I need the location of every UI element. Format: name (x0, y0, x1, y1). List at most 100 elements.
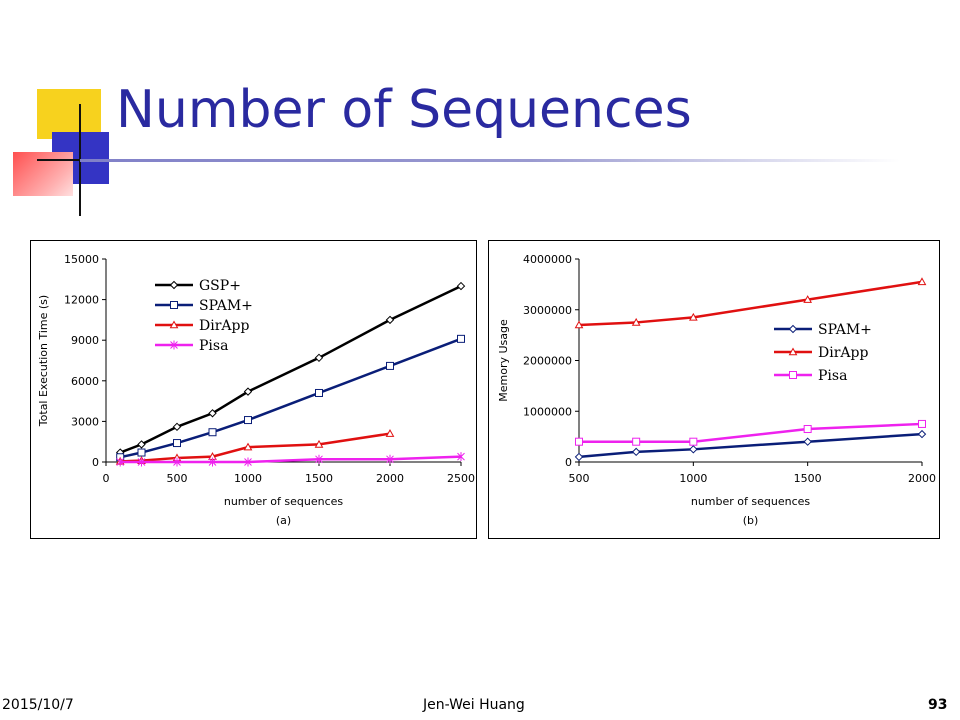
series-line-spam (578, 432, 923, 459)
y-tick-label: 3000000 (523, 304, 572, 317)
x-tick-label: 2500 (447, 472, 475, 485)
legend-label-dirapp: DirApp (818, 345, 868, 361)
x-tick-label: 2000 (376, 472, 404, 485)
series-pisa (116, 452, 465, 467)
legend: SPAM+ DirApp Pisa (774, 322, 872, 384)
x-tick-label: 500 (167, 472, 188, 485)
y-tick-label: 9000 (71, 334, 99, 347)
x-tick-label: 2000 (908, 472, 936, 485)
data-point-pisa (137, 457, 146, 467)
data-point-pisa (689, 437, 698, 446)
data-point-pisa (173, 457, 181, 467)
data-point-dirapp (631, 317, 641, 326)
data-point-spam (315, 388, 323, 397)
legend-marker-gsp (169, 280, 179, 290)
x-tick-label: 1500 (305, 472, 333, 485)
y-tick-label: 4000000 (523, 253, 572, 266)
slide-title: Number of Sequences (116, 80, 692, 140)
footer-author: Jen-Wei Huang (423, 697, 525, 713)
legend-label-spam: SPAM+ (818, 322, 872, 338)
data-point-gsp (137, 440, 146, 449)
x-axis-label: number of sequences (691, 495, 811, 508)
data-point-dirapp (688, 312, 698, 321)
footer-date: 2015/10/7 (2, 697, 74, 713)
data-point-spam (631, 447, 641, 457)
data-point-spam (137, 448, 146, 457)
series-gsp (115, 281, 466, 457)
data-point-spam (386, 361, 394, 370)
x-tick-label: 1000 (234, 472, 262, 485)
legend: GSP+ SPAM+ DirApp Pisa (155, 278, 253, 354)
data-point-gsp (456, 281, 466, 291)
data-point-dirapp (314, 439, 324, 448)
series-spam (574, 429, 927, 462)
data-point-spam (574, 452, 584, 462)
data-point-spam (803, 437, 812, 446)
chart-panel-a: 0 3000 6000 9000 12000 15000 0 500 1000 1500 2000 2… (30, 240, 477, 539)
series-line-gsp (119, 284, 462, 454)
legend-marker-dirapp (788, 347, 798, 356)
legend-marker-spam (170, 301, 178, 309)
legend-marker-pisa (170, 340, 178, 350)
memory-usage-chart: 0 1000000 2000000 3000000 4000000 500 1000 1500… (497, 253, 936, 527)
data-point-pisa (386, 454, 394, 464)
data-point-pisa (803, 425, 812, 434)
data-point-gsp (172, 422, 182, 432)
decor-horizontal-line (37, 159, 87, 161)
y-tick-label: 1000000 (523, 405, 572, 418)
x-tick-label: 500 (569, 472, 590, 485)
data-point-spam (689, 445, 698, 454)
data-point-dirapp (243, 442, 253, 451)
y-axis-label: Total Execution Time (s) (37, 295, 50, 427)
data-point-gsp (385, 315, 395, 325)
y-axis-label: Memory Usage (497, 319, 510, 402)
execution-time-chart: 0 3000 6000 9000 12000 15000 0 500 1000 1500 2000 2… (37, 253, 475, 527)
data-point-spam (244, 416, 252, 425)
data-point-pisa (315, 454, 323, 464)
x-tick-label: 1000 (679, 472, 707, 485)
series-line-spam (119, 337, 462, 459)
x-tick-label: 0 (103, 472, 110, 485)
data-point-pisa (632, 437, 641, 446)
legend-label-dirapp: DirApp (199, 318, 249, 334)
data-point-gsp (243, 387, 253, 396)
data-point-spam (208, 428, 217, 437)
series-spam (116, 334, 465, 462)
data-point-spam (457, 334, 465, 343)
legend-label-pisa: Pisa (818, 368, 847, 384)
legend-marker-spam (788, 324, 798, 334)
data-point-gsp (314, 353, 324, 363)
y-tick-label: 12000 (64, 294, 99, 307)
y-tick-label: 15000 (64, 253, 99, 266)
y-tick-label: 3000 (71, 415, 99, 428)
data-point-pisa (918, 419, 926, 428)
data-point-spam (173, 439, 181, 448)
data-point-pisa (457, 452, 465, 462)
legend-marker-pisa (789, 371, 797, 379)
chart-caption: (a) (276, 514, 291, 527)
series-line-pisa (120, 455, 462, 464)
data-point-pisa (208, 457, 217, 467)
data-point-dirapp (917, 277, 927, 286)
legend-label-pisa: Pisa (199, 338, 228, 354)
data-point-dirapp (574, 320, 584, 329)
data-point-pisa (116, 457, 125, 467)
data-point-dirapp (385, 429, 395, 437)
series-line-pisa (579, 422, 923, 443)
title-underline (80, 159, 900, 162)
chart-caption: (b) (743, 514, 759, 527)
series-pisa (575, 419, 926, 446)
x-axis-label: number of sequences (224, 495, 344, 508)
footer-page-number: 93 (928, 697, 948, 713)
legend-label-spam: SPAM+ (199, 298, 253, 314)
legend-label-gsp: GSP+ (199, 278, 241, 294)
y-tick-label: 2000000 (523, 355, 572, 368)
y-tick-label: 6000 (71, 375, 99, 388)
data-point-spam (917, 429, 927, 439)
series-line-dirapp (578, 280, 923, 327)
x-tick-label: 1500 (794, 472, 822, 485)
data-point-pisa (244, 457, 252, 467)
decor-yellow-block (37, 89, 101, 139)
data-point-pisa (575, 437, 583, 446)
series-dirapp (574, 277, 927, 329)
